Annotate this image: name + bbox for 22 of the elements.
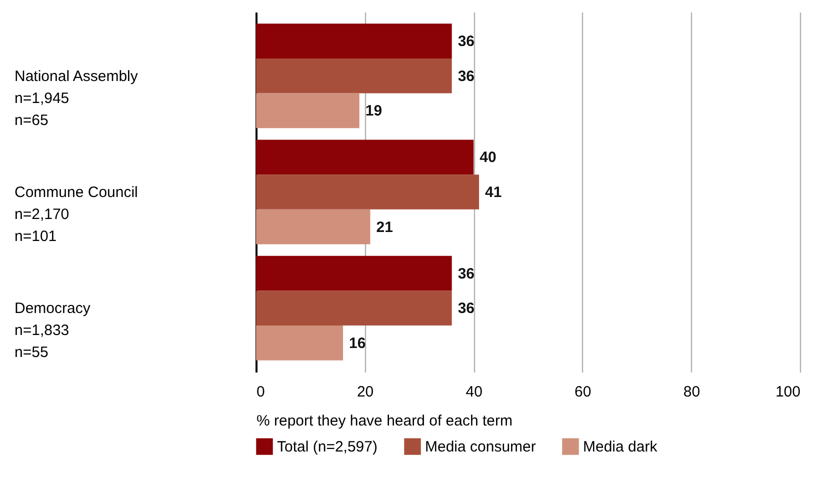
x-tick-label: 80 [683, 384, 700, 400]
data-label: 36 [458, 33, 475, 50]
y-tick-label: Commune Council n=2,170 n=101 [14, 184, 138, 245]
data-label: 21 [376, 218, 393, 236]
x-axis-title: % report they have heard of each term [256, 412, 512, 430]
data-label: 16 [349, 334, 366, 352]
legend-label: Media dark [583, 438, 658, 456]
x-tick-label: 60 [574, 384, 592, 400]
legend-label: Total (n=2,597) [277, 438, 378, 456]
legend-label: Media consumer [425, 438, 536, 456]
data-label: 19 [365, 102, 382, 120]
data-label: 40 [480, 149, 496, 166]
y-tick-label: Democracy n=1,833 n=55 [14, 300, 91, 362]
data-label: 41 [485, 184, 502, 201]
x-tick-label: 40 [466, 384, 482, 400]
y-tick-label: National Assembly n=1,945 n=65 [14, 68, 138, 129]
x-tick-label: 0 [256, 384, 265, 400]
x-tick-label: 20 [356, 384, 374, 400]
data-label: 36 [458, 68, 475, 85]
data-label: 36 [458, 265, 475, 282]
x-tick-label: 100 [775, 384, 800, 400]
data-label: 36 [458, 300, 475, 318]
